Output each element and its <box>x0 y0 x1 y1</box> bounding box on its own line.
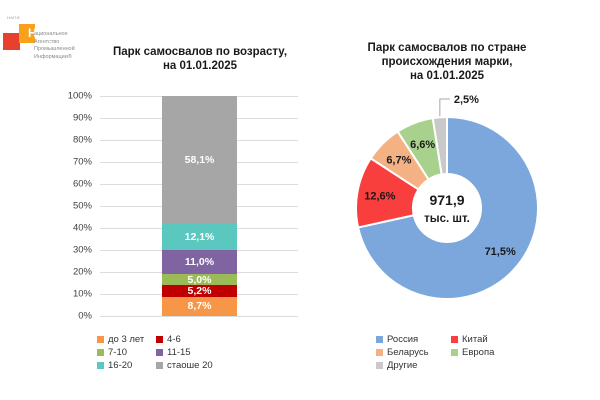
donut-slice-0 <box>356 115 539 300</box>
logo-org-line-4: Информации® <box>34 53 72 60</box>
bar-segment-2: 5,0% <box>162 273 237 286</box>
bar-segment-value: 5,0% <box>187 273 212 286</box>
bar-segment-0: 8,7% <box>162 296 237 316</box>
logo-orange-square <box>19 24 35 43</box>
legend-swatch-icon <box>156 336 163 343</box>
gridline <box>100 316 298 317</box>
y-axis-tick: 60% <box>72 178 92 190</box>
bar-segment-value: 8,7% <box>187 300 212 313</box>
bar-segment-4: 12,1% <box>162 223 237 251</box>
legend-swatch-icon <box>451 349 458 356</box>
legend-swatch-icon <box>97 336 104 343</box>
legend-label: стаоше 20 <box>167 360 213 371</box>
legend-label: Россия <box>387 334 419 345</box>
legend-item: Россия <box>376 334 451 345</box>
logo-org-name: ациональное Агентство Промышленной Инфор… <box>34 31 75 61</box>
legend-item: Европа <box>451 347 494 358</box>
donut-slice-value: 71,5% <box>485 246 516 258</box>
legend-item: 11-15 <box>156 347 213 358</box>
legend-swatch-icon <box>376 336 383 343</box>
y-axis-tick: 100% <box>67 90 92 102</box>
y-axis-tick: 0% <box>78 310 92 322</box>
bar-segment-5: 58,1% <box>162 95 237 224</box>
donut-center-unit: тыс. шт. <box>424 213 470 225</box>
logo-brand-abbrev: НАПИ <box>7 15 20 20</box>
donut-chart: 71,5% 12,6% 6,7% 6,6% 2,5% <box>355 94 539 300</box>
donut-center-value: 971,9 <box>429 192 465 208</box>
donut-chart-legend: Россия Китай Беларусь Европа Другие <box>376 334 494 371</box>
legend-item: Другие <box>376 360 451 371</box>
bar-chart-legend: до 3 лет 4-6 7-10 11-15 16-20 стаоше 20 <box>97 334 213 371</box>
donut-slice-4 <box>431 115 448 176</box>
legend-label: 16-20 <box>108 360 133 371</box>
donut-slice-value: 12,6% <box>364 191 395 203</box>
logo-org-line-1: ациональное <box>34 31 68 37</box>
logo-red-square <box>3 33 20 50</box>
legend-item: 16-20 <box>97 360 156 371</box>
legend-item: до 3 лет <box>97 334 156 345</box>
legend-item: Беларусь <box>376 347 451 358</box>
logo-drop-cap: Н <box>28 26 37 40</box>
donut-callout-value: 2,5% <box>454 94 479 106</box>
legend-label: Китай <box>462 334 488 345</box>
donut-slice-value: 6,7% <box>386 155 411 167</box>
legend-label: Беларусь <box>387 347 429 358</box>
bar-chart-title-line2: на 01.01.2025 <box>162 60 238 72</box>
bar-segment-3: 11,0% <box>162 250 237 275</box>
bar-chart-title-line1: Парк самосвалов по возрасту, <box>112 46 288 58</box>
bar-chart-plot-area: 8,7% 5,2% 5,0% 11,0% 12,1% 58,1% <box>100 95 298 317</box>
y-axis-tick: 20% <box>72 266 92 278</box>
stacked-bar: 8,7% 5,2% 5,0% 11,0% 12,1% 58,1% <box>162 95 237 316</box>
donut-slice-value: 6,6% <box>410 139 435 151</box>
legend-item: стаоше 20 <box>156 360 213 371</box>
y-axis-tick: 50% <box>72 200 92 212</box>
legend-swatch-icon <box>451 336 458 343</box>
y-axis-tick: 90% <box>72 112 92 124</box>
legend-label: 7-10 <box>108 347 128 358</box>
legend-swatch-icon <box>376 349 383 356</box>
legend-swatch-icon <box>97 362 104 369</box>
logo-org-line-3: Промышленной <box>34 46 75 52</box>
legend-label: 4-6 <box>167 334 181 345</box>
bar-segment-value: 11,0% <box>184 256 215 269</box>
y-axis-tick: 30% <box>72 244 92 256</box>
legend-item: Китай <box>451 334 494 345</box>
legend-swatch-icon <box>97 349 104 356</box>
legend-label: Европа <box>462 347 495 358</box>
legend-swatch-icon <box>376 362 383 369</box>
donut-center-label: 971,9 тыс. шт. <box>397 192 497 226</box>
bar-segment-value: 5,2% <box>187 285 212 298</box>
legend-swatch-icon <box>156 362 163 369</box>
donut-chart-title: Парк самосвалов по стране происхождения … <box>322 41 572 83</box>
logo-org-line-2: Агентство <box>34 38 60 45</box>
y-axis-tick: 10% <box>72 288 92 300</box>
callout-leader-line <box>439 98 450 117</box>
legend-item: 7-10 <box>97 347 156 358</box>
legend-label: 11-15 <box>167 347 191 358</box>
bar-chart-title: Парк самосвалов по возрасту, на 01.01.20… <box>95 45 305 73</box>
legend-item: 4-6 <box>156 334 213 345</box>
bar-segment-value: 58,1% <box>184 153 215 166</box>
donut-chart-title-line1: Парк самосвалов по стране происхождения … <box>367 42 527 68</box>
legend-label: Другие <box>387 360 418 371</box>
bar-chart-y-axis: 0% 10% 20% 30% 40% 50% 60% 70% 80% 90% 100% <box>56 91 96 322</box>
donut-chart-title-line2: на 01.01.2025 <box>409 70 485 82</box>
y-axis-tick: 80% <box>72 134 92 146</box>
bar-segment-value: 12,1% <box>184 230 215 243</box>
legend-swatch-icon <box>156 349 163 356</box>
bar-segment-1: 5,2% <box>162 285 237 298</box>
y-axis-tick: 70% <box>72 156 92 168</box>
legend-label: до 3 лет <box>108 334 145 345</box>
y-axis-tick: 40% <box>72 222 92 234</box>
